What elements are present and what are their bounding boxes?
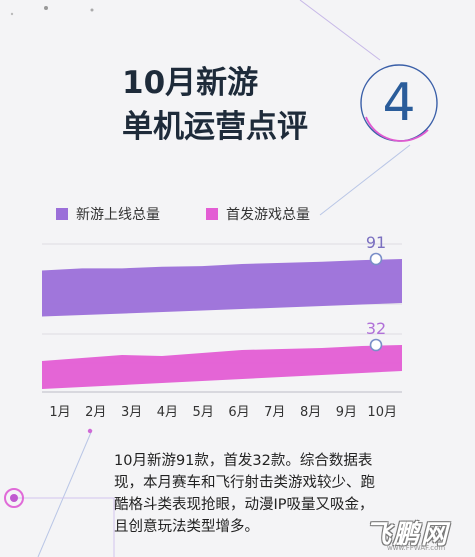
badge-ring-icon — [360, 64, 438, 142]
end-marker — [369, 338, 383, 352]
series-area-first-release — [42, 345, 402, 389]
pink-bullet-ring — [4, 488, 24, 508]
legend-label-first-release: 首发游戏总量 — [226, 207, 310, 223]
x-tick-label: 6月 — [228, 405, 249, 420]
x-tick-label: 7月 — [264, 405, 285, 420]
badge-number: 4 — [382, 73, 416, 133]
legend-label-new-games: 新游上线总量 — [76, 207, 160, 223]
x-tick-label: 4月 — [157, 405, 178, 420]
summary-line: 酷格斗类表现抢眼，动漫IP吸量又吸金， — [114, 497, 374, 513]
x-tick-label: 9月 — [336, 405, 357, 420]
x-tick-label: 1月 — [49, 405, 70, 420]
headline-line-1: 10月新游 — [122, 65, 259, 101]
x-tick-label: 8月 — [300, 405, 321, 420]
summary-line: 10月新游91款，首发32款。综合数据表 — [114, 453, 373, 469]
headline-line-2: 单机运营点评 — [122, 109, 308, 145]
data-label: 91 — [366, 233, 386, 252]
watermark-logo-text: 飞鹏网 — [365, 520, 450, 550]
legend-swatch-new-games — [56, 208, 68, 220]
x-tick-label: 2月 — [85, 405, 106, 420]
x-tick-label: 3月 — [121, 405, 142, 420]
summary-text: 10月新游91款，首发32款。综合数据表 现，本月赛车和飞行射击类游戏较少、跑 … — [114, 450, 444, 538]
pink-bullet-dot — [10, 494, 18, 502]
x-tick-label: 10月 — [367, 405, 397, 420]
watermark-logo: 飞鹏网 www.FFWAF.com — [357, 512, 469, 552]
end-marker — [369, 252, 383, 266]
number-badge: 4 — [358, 62, 440, 144]
headline: 10月新游 单机运营点评 — [122, 61, 308, 149]
legend-swatch-first-release — [206, 208, 218, 220]
watermark-url: www.FFWAF.com — [387, 544, 446, 552]
series-area-new-games — [42, 259, 402, 317]
data-label: 32 — [366, 319, 386, 338]
legend-item-first-release: 首发游戏总量 — [206, 204, 310, 224]
x-tick-label: 5月 — [193, 405, 214, 420]
summary-line: 且创意玩法类型增多。 — [114, 519, 259, 535]
summary-line: 现，本月赛车和飞行射击类游戏较少、跑 — [114, 475, 375, 491]
legend-item-new-games: 新游上线总量 — [56, 204, 160, 224]
